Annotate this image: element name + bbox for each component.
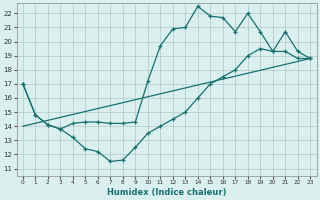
X-axis label: Humidex (Indice chaleur): Humidex (Indice chaleur) bbox=[107, 188, 226, 197]
